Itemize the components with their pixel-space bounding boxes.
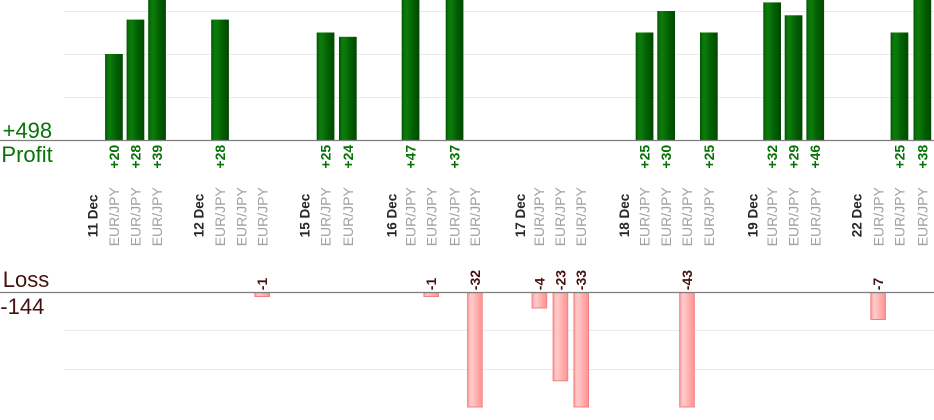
svg-text:22 Dec: 22 Dec [849, 193, 864, 237]
svg-text:+38: +38 [914, 145, 930, 169]
svg-text:EUR/JPY: EUR/JPY [106, 187, 122, 247]
svg-text:+30: +30 [658, 145, 674, 169]
svg-text:EUR/JPY: EUR/JPY [467, 187, 483, 247]
svg-text:19 Dec: 19 Dec [745, 193, 760, 237]
svg-text:+47: +47 [403, 145, 419, 169]
svg-text:-23: -23 [552, 270, 568, 290]
svg-text:-1: -1 [254, 278, 270, 291]
svg-text:EUR/JPY: EUR/JPY [764, 187, 780, 247]
svg-text:-32: -32 [467, 270, 483, 290]
svg-text:EUR/JPY: EUR/JPY [403, 187, 419, 247]
svg-text:+25: +25 [637, 145, 653, 169]
svg-text:16 Dec: 16 Dec [384, 193, 399, 237]
svg-text:EUR/JPY: EUR/JPY [552, 187, 568, 247]
svg-text:+32: +32 [764, 145, 780, 169]
svg-text:-1: -1 [423, 278, 439, 291]
svg-text:+28: +28 [212, 145, 228, 169]
svg-text:EUR/JPY: EUR/JPY [212, 187, 228, 247]
svg-text:15 Dec: 15 Dec [298, 193, 313, 237]
svg-text:EUR/JPY: EUR/JPY [127, 187, 143, 247]
svg-text:+20: +20 [106, 145, 122, 169]
svg-text:EUR/JPY: EUR/JPY [914, 187, 930, 247]
svg-text:EUR/JPY: EUR/JPY [423, 187, 439, 247]
svg-text:+29: +29 [786, 145, 802, 169]
svg-text:Profit: Profit [1, 142, 52, 167]
svg-text:12 Dec: 12 Dec [192, 193, 207, 237]
svg-text:+39: +39 [149, 145, 165, 169]
svg-text:+498: +498 [3, 118, 53, 143]
svg-text:EUR/JPY: EUR/JPY [573, 187, 589, 247]
svg-text:EUR/JPY: EUR/JPY [447, 187, 463, 247]
svg-text:EUR/JPY: EUR/JPY [679, 187, 695, 247]
svg-text:-144: -144 [0, 294, 44, 319]
svg-text:Loss: Loss [3, 267, 49, 292]
svg-text:-4: -4 [531, 278, 547, 291]
svg-text:17 Dec: 17 Dec [513, 193, 528, 237]
svg-text:EUR/JPY: EUR/JPY [786, 187, 802, 247]
svg-text:EUR/JPY: EUR/JPY [340, 187, 356, 247]
svg-text:+25: +25 [318, 145, 334, 169]
svg-text:EUR/JPY: EUR/JPY [637, 187, 653, 247]
svg-text:+25: +25 [701, 145, 717, 169]
svg-text:+46: +46 [807, 145, 823, 169]
svg-text:+28: +28 [127, 145, 143, 169]
svg-text:EUR/JPY: EUR/JPY [318, 187, 334, 247]
svg-text:EUR/JPY: EUR/JPY [892, 187, 908, 247]
svg-text:EUR/JPY: EUR/JPY [658, 187, 674, 247]
svg-text:EUR/JPY: EUR/JPY [870, 187, 886, 247]
svg-text:+24: +24 [340, 145, 356, 169]
svg-text:-43: -43 [679, 270, 695, 290]
svg-text:+25: +25 [892, 145, 908, 169]
svg-text:EUR/JPY: EUR/JPY [531, 187, 547, 247]
svg-text:11 Dec: 11 Dec [85, 194, 100, 237]
svg-text:EUR/JPY: EUR/JPY [701, 187, 717, 247]
svg-text:EUR/JPY: EUR/JPY [149, 187, 165, 247]
svg-text:+37: +37 [447, 145, 463, 169]
svg-text:EUR/JPY: EUR/JPY [233, 187, 249, 247]
svg-text:EUR/JPY: EUR/JPY [255, 187, 271, 247]
svg-text:-33: -33 [573, 270, 589, 290]
svg-text:-7: -7 [870, 278, 886, 291]
svg-text:EUR/JPY: EUR/JPY [807, 187, 823, 247]
svg-text:18 Dec: 18 Dec [617, 193, 632, 237]
